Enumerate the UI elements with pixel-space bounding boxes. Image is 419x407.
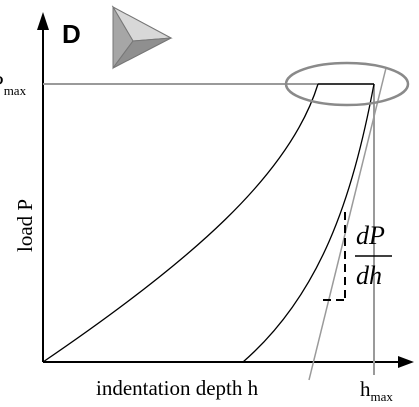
x-axis-arrowhead — [398, 356, 414, 368]
x-axis-label: indentation depth h — [96, 376, 259, 400]
loading-curve — [42, 83, 319, 363]
p-max-label-sub: max — [4, 83, 27, 98]
p-max-label-main: P — [0, 71, 4, 95]
unloading-curve — [242, 83, 375, 363]
max-load-highlight-ellipse — [284, 61, 410, 107]
h-max-label-sub: max — [371, 389, 394, 404]
h-max-label-main: h — [360, 377, 371, 401]
y-axis-arrowhead — [37, 12, 49, 30]
slope-denominator: dh — [356, 261, 382, 290]
three-sided-pyramid-indenter-icon — [111, 5, 173, 70]
y-axis-label: load P — [13, 199, 37, 252]
slope-numerator: dP — [356, 221, 385, 250]
panel-label: D — [62, 19, 81, 49]
h-max-label: hmax — [360, 377, 393, 404]
unloading-tangent-line — [308, 67, 387, 381]
